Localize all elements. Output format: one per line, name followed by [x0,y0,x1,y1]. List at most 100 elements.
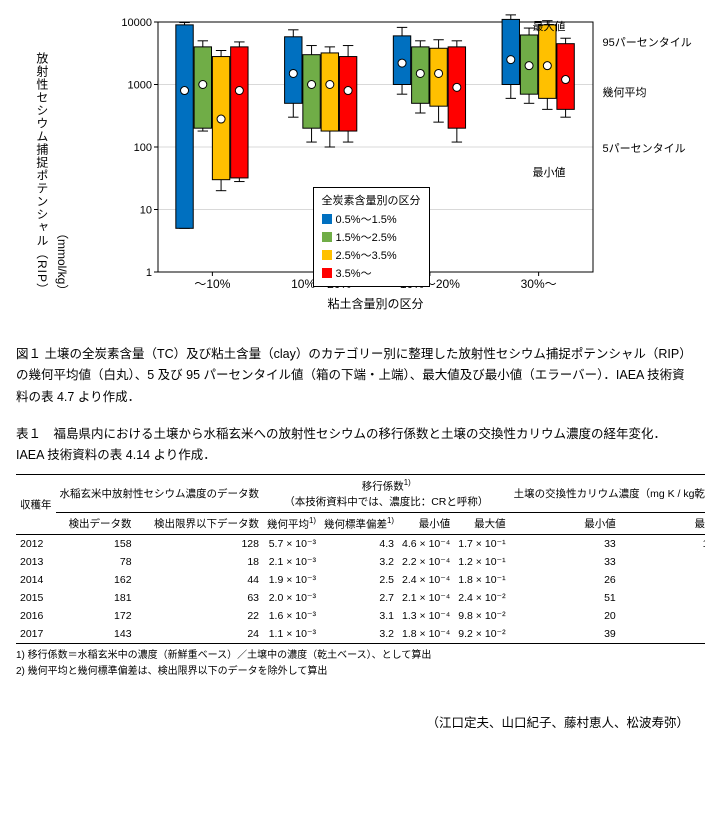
table-cell: 2014 [16,571,56,589]
th-gm: 幾何平均1) [263,512,320,535]
y-axis-label-unit: （mmol/kg） [54,227,71,296]
table-cell: 2.4 × 10⁻² [454,589,509,607]
table-cell: 2.1 × 10⁻³ [263,553,320,571]
annot-max: 最大値 [533,18,566,34]
th-below-lod: 検出限界以下データ数 [136,512,263,535]
svg-text:1000: 1000 [127,80,151,92]
legend-label: 2.5%～3.5% [336,247,397,263]
y-axis-label: 放射性セシウム捕捉ポテンシャル（RIP） （mmol/kg） [33,52,73,299]
table-cell: 490 [620,553,705,571]
footnotes: 1) 移行係数＝水稲玄米中の濃度（新鮮重ベース）／土壌中の濃度（乾土ベース）、と… [16,648,689,680]
legend-swatch [322,250,332,260]
table-cell: 181 [56,589,136,607]
table-cell: 1.7 × 10⁻¹ [454,535,509,554]
annot-geomean: 幾何平均 [603,84,647,100]
legend-item: 0.5%～1.5% [322,210,421,228]
table-cell: 540 [620,571,705,589]
table-row: 2014162441.9 × 10⁻³2.52.4 × 10⁻⁴1.8 × 10… [16,571,705,589]
th-max-tf: 最大値 [454,512,509,535]
svg-text:100: 100 [133,142,151,154]
table-cell: 9.2 × 10⁻² [454,625,509,644]
table-cell: 33 [510,553,620,571]
table-cell: 3.2 [320,625,398,644]
table-cell: 4.3 [320,535,398,554]
table-cell: 690 [620,589,705,607]
table-cell: 172 [56,607,136,625]
svg-text:1: 1 [145,267,151,279]
th-tf-group: 移行係数1) （本技術資料中では、濃度比：CRと呼称） [263,475,510,513]
svg-text:～10%: ～10% [194,277,230,291]
th-year: 収穫年 [16,475,56,535]
table-cell: 470 [620,625,705,644]
th-min-k: 最小値 [510,512,620,535]
table-cell: 18 [136,553,263,571]
table-cell: 1400 [620,535,705,554]
table-cell: 128 [136,535,263,554]
table-row: 2015181632.0 × 10⁻³2.72.1 × 10⁻⁴2.4 × 10… [16,589,705,607]
th-gsd: 幾何標準偏差1) [320,512,398,535]
table-row: 2016172221.6 × 10⁻³3.11.3 × 10⁻⁴9.8 × 10… [16,607,705,625]
table-cell: 5.7 × 10⁻³ [263,535,320,554]
table-cell: 2016 [16,607,56,625]
legend-swatch [322,232,332,242]
table-cell: 2.2 × 10⁻⁴ [398,553,454,571]
legend-item: 3.5%～ [322,264,421,282]
legend-label: 0.5%～1.5% [336,211,397,227]
table-cell: 1.9 × 10⁻³ [263,571,320,589]
table-cell: 26 [510,571,620,589]
table-cell: 2.1 × 10⁻⁴ [398,589,454,607]
th-min-tf: 最小値 [398,512,454,535]
th-tf-sub: （本技術資料中では、濃度比：CRと呼称） [284,496,488,508]
table-cell: 2.5 [320,571,398,589]
table-cell: 2012 [16,535,56,554]
th-tf-label: 移行係数 [362,481,404,493]
table-cell: 2.7 [320,589,398,607]
table-cell: 24 [136,625,263,644]
table-cell: 2.0 × 10⁻³ [263,589,320,607]
table-cell: 22 [136,607,263,625]
table-cell: 1.8 × 10⁻⁴ [398,625,454,644]
table-row: 201378182.1 × 10⁻³3.22.2 × 10⁻⁴1.2 × 10⁻… [16,553,705,571]
legend-item: 2.5%～3.5% [322,246,421,264]
table-cell: 51 [510,589,620,607]
svg-text:10000: 10000 [121,17,152,29]
table-row: 20121581285.7 × 10⁻³4.34.6 × 10⁻⁴1.7 × 1… [16,535,705,554]
table-cell: 162 [56,571,136,589]
table-cell: 1.6 × 10⁻³ [263,607,320,625]
table-cell: 1.8 × 10⁻¹ [454,571,509,589]
footnote-1: 1) 移行係数＝水稲玄米中の濃度（新鮮重ベース）／土壌中の濃度（乾土ベース）、と… [16,648,689,664]
authors: （江口定夫、山口紀子、藤村恵人、松波寿弥） [16,712,689,731]
table-cell: 143 [56,625,136,644]
legend-label: 3.5%～ [336,265,372,281]
table-cell: 39 [510,625,620,644]
table-cell: 1.3 × 10⁻⁴ [398,607,454,625]
svg-text:10: 10 [139,205,151,217]
legend-swatch [322,268,332,278]
footnote-2: 2) 幾何平均と幾何標準偏差は、検出限界以下のデータを除外して算出 [16,664,689,680]
annot-min: 最小値 [533,164,566,180]
table-cell: 3.1 [320,607,398,625]
table-row: 2017143241.1 × 10⁻³3.21.8 × 10⁻⁴9.2 × 10… [16,625,705,644]
table-cell: 3.2 [320,553,398,571]
table-cell: 2017 [16,625,56,644]
th-detected: 検出データ数 [56,512,136,535]
table-cell: 2013 [16,553,56,571]
table-cell: 2015 [16,589,56,607]
table-cell: 20 [510,607,620,625]
annot-p5: 5パーセンタイル [603,140,686,156]
legend-label: 1.5%～2.5% [336,229,397,245]
th-tf-note: 1) [404,478,411,487]
table-cell: 1.1 × 10⁻³ [263,625,320,644]
legend-title: 全炭素含量別の区分 [322,192,421,210]
th-k-group: 土壌の交換性カリウム濃度（mg K / kg乾土） [510,475,705,513]
svg-text:30%～: 30%～ [520,277,556,291]
th-rice-group: 水稲玄米中放射性セシウム濃度のデータ数 [56,475,264,513]
table-cell: 44 [136,571,263,589]
legend-item: 1.5%～2.5% [322,228,421,246]
table-cell: 158 [56,535,136,554]
table-caption: 表１ 福島県内における土壌から水稲玄米への放射性セシウムの移行係数と土壌の交換性… [16,424,689,467]
annot-p95: 95パーセンタイル [603,34,692,50]
svg-text:粘土含量別の区分: 粘土含量別の区分 [327,296,423,311]
table-cell: 590 [620,607,705,625]
table-cell: 9.8 × 10⁻² [454,607,509,625]
